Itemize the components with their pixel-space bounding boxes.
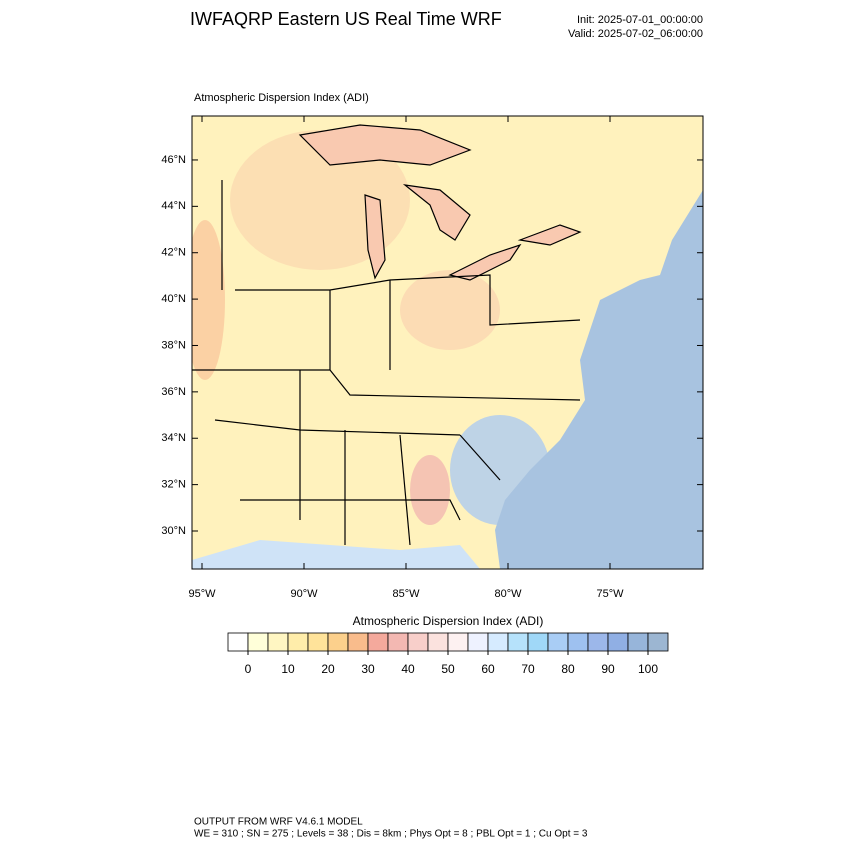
colorbar-label: 40 (401, 662, 415, 676)
map-label: Atmospheric Dispersion Index (ADI) (194, 92, 369, 104)
lake-ontario (517, 224, 582, 246)
colorbar-box (227, 632, 249, 652)
lat-label: 44°N (161, 200, 186, 212)
ocean (495, 190, 703, 569)
gulf (192, 540, 480, 569)
lat-label: 34°N (161, 432, 186, 444)
valid-time: Valid: 2025-07-02_06:00:00 (568, 28, 703, 40)
colorbar-box (347, 632, 369, 652)
colorbar-label: 10 (281, 662, 295, 676)
map (192, 116, 703, 569)
colorbar-box (387, 632, 409, 652)
colorbar-label: 0 (245, 662, 252, 676)
lon-label: 95°W (188, 588, 216, 600)
shade (230, 130, 410, 270)
lake-michigan (364, 194, 386, 280)
lat-label: 42°N (161, 247, 186, 259)
footer-line: OUTPUT FROM WRF V4.6.1 MODEL (194, 817, 363, 828)
colorbar-label: 30 (361, 662, 375, 676)
colorbar-box (507, 632, 529, 652)
colorbar-title: Atmospheric Dispersion Index (ADI) (353, 614, 544, 628)
lon-label: 85°W (392, 588, 420, 600)
colorbar-box (247, 632, 269, 652)
colorbar-box (567, 632, 589, 652)
shade (400, 270, 500, 350)
colorbar-box (607, 632, 629, 652)
footer-line: WE = 310 ; SN = 275 ; Levels = 38 ; Dis … (194, 829, 588, 840)
colorbar-label: 60 (481, 662, 495, 676)
lat-label: 46°N (161, 154, 186, 166)
colorbar-box (547, 632, 569, 652)
colorbar-box (407, 632, 429, 652)
shade (192, 220, 225, 380)
colorbar-label: 20 (321, 662, 335, 676)
lat-label: 40°N (161, 293, 186, 305)
colorbar-box (287, 632, 309, 652)
lon-label: 80°W (494, 588, 522, 600)
lake-erie (448, 243, 522, 281)
colorbar-box (647, 632, 669, 652)
colorbar: 0 10 20 30 40 50 60 70 80 90 100 (227, 632, 669, 676)
shade (410, 455, 450, 525)
map-frame (191, 115, 704, 570)
colorbar-box (427, 632, 449, 652)
lat-label: 36°N (161, 386, 186, 398)
colorbar-label: 100 (638, 662, 658, 676)
colorbar-label: 70 (521, 662, 535, 676)
lon-label: 90°W (290, 588, 318, 600)
lat-label: 30°N (161, 525, 186, 537)
colorbar-label: 50 (441, 662, 455, 676)
colorbar-box (267, 632, 289, 652)
colorbar-box (447, 632, 469, 652)
init-time: Init: 2025-07-01_00:00:00 (577, 14, 703, 26)
lake-superior (298, 124, 472, 166)
colorbar-box (327, 632, 349, 652)
state-borders (192, 180, 581, 546)
colorbar-box (367, 632, 389, 652)
colorbar-box (467, 632, 489, 652)
lat-label: 32°N (161, 479, 186, 491)
colorbar-box (627, 632, 649, 652)
lat-label: 38°N (161, 339, 186, 351)
colorbar-box (587, 632, 609, 652)
colorbar-label: 80 (561, 662, 575, 676)
title: IWFAQRP Eastern US Real Time WRF (190, 9, 502, 29)
colorbar-label: 90 (601, 662, 615, 676)
lake-huron (402, 184, 471, 241)
colorbar-box (487, 632, 509, 652)
colorbar-box (307, 632, 329, 652)
colorbar-box (527, 632, 549, 652)
lon-label: 75°W (596, 588, 624, 600)
